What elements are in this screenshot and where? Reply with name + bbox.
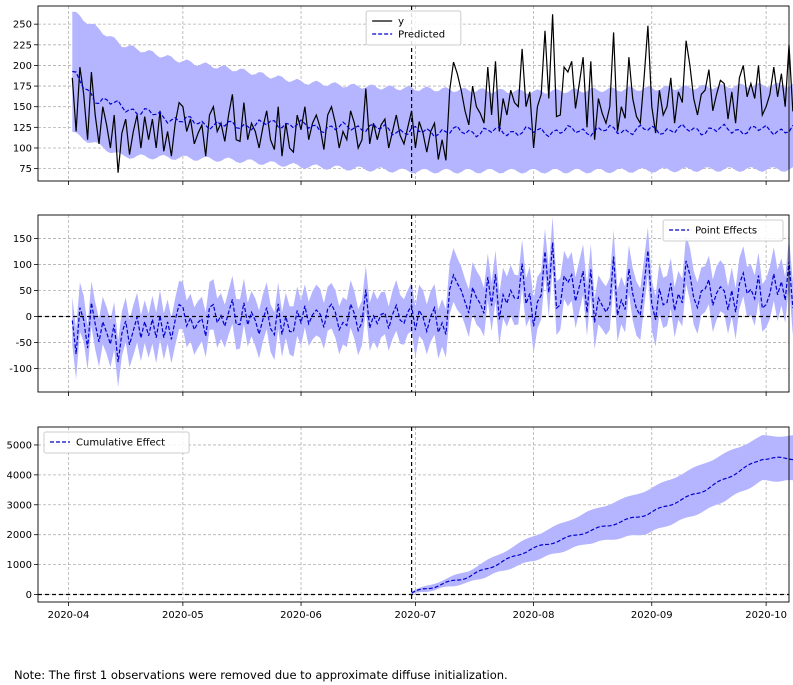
y-tick-label: 150 [13, 102, 32, 113]
legend: Point Effects [662, 219, 784, 242]
y-tick-label: 200 [13, 61, 32, 72]
axes-frame [37, 426, 790, 603]
y-tick-label: 75 [19, 164, 32, 175]
legend-label: Point Effects [695, 226, 757, 237]
panel-original: 75 100 125 150 175 200 225 250 y Predicted [13, 5, 793, 185]
legend-label: y [398, 17, 404, 28]
axes-frame [37, 214, 790, 393]
y-tick-label: 4000 [7, 470, 32, 481]
panel-pointwise: -100 -50 0 50 100 150 Point Effects [9, 214, 793, 396]
predicted-line [72, 70, 793, 138]
y-tick-label: 175 [13, 82, 32, 93]
y-tick-label: 125 [13, 123, 32, 134]
y-tick-label: 0 [26, 312, 32, 323]
legend-box [43, 431, 190, 454]
axes-frame [37, 5, 790, 182]
y-tick-label: -50 [16, 338, 32, 349]
legend-box [662, 219, 784, 242]
y-tick-label: 225 [13, 40, 32, 51]
legend-label: Predicted [398, 30, 445, 41]
point-effects-line [71, 242, 793, 363]
cumulative-interval-band [411, 435, 793, 595]
x-tick-label: 2020-09 [631, 610, 673, 621]
panel-cumulative: 2020-04 2020-05 2020-06 2020-07 2020-08 2020-… [7, 426, 793, 621]
diffuse-initialization-note: Note: The first 1 observations were remo… [14, 668, 508, 682]
legend-box [365, 10, 462, 46]
x-tick-label: 2020-06 [280, 610, 322, 621]
x-tick-label: 2020-04 [48, 610, 90, 621]
point-effect-interval-band [72, 216, 793, 388]
y-tick-label: 100 [13, 143, 32, 154]
y-tick-label: 1000 [7, 560, 32, 571]
legend-label: Cumulative Effect [76, 438, 165, 449]
y-tick-label: 150 [13, 234, 32, 245]
y-tick-label: 250 [13, 20, 32, 31]
x-tick-label: 2020-08 [513, 610, 555, 621]
y-tick-label: -100 [9, 364, 32, 375]
legend: y Predicted [365, 10, 462, 46]
x-tick-label: 2020-07 [395, 610, 437, 621]
y-tick-label: 50 [19, 286, 32, 297]
y-tick-label: 3000 [7, 500, 32, 511]
x-tick-label: 2020-05 [162, 610, 204, 621]
cumulative-effect-line [411, 456, 793, 594]
y-tick-label: 100 [13, 260, 32, 271]
x-tick-label: 2020-10 [745, 610, 787, 621]
y-tick-label: 2000 [7, 530, 32, 541]
legend: Cumulative Effect [43, 431, 190, 454]
y-tick-label: 5000 [7, 440, 32, 451]
prediction-interval-band [72, 11, 793, 174]
observed-y-line [71, 14, 793, 173]
y-tick-label: 0 [26, 590, 32, 601]
